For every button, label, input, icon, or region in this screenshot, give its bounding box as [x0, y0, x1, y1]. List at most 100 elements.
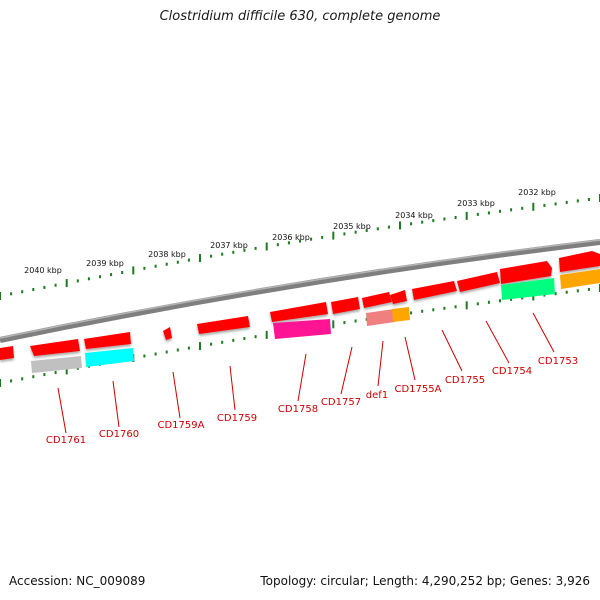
minor-tick: [421, 309, 424, 313]
cog-box[interactable]: [273, 319, 331, 339]
major-tick: [0, 379, 1, 387]
minor-tick: [343, 321, 346, 325]
gene-arrow[interactable]: [457, 272, 500, 292]
gene-arrow[interactable]: [559, 251, 600, 272]
minor-tick: [254, 246, 257, 250]
minor-tick: [76, 279, 79, 283]
gene-arrow[interactable]: [0, 346, 14, 360]
gene-labels: CD1753 CD1754 CD1755 CD1755A def1 CD1757…: [46, 356, 578, 446]
cog-box[interactable]: [501, 278, 555, 300]
gene-label[interactable]: CD1759: [217, 413, 257, 424]
minor-tick: [587, 287, 590, 291]
minor-tick: [365, 229, 368, 232]
minor-tick: [354, 230, 357, 234]
gene-arrow[interactable]: [197, 316, 250, 334]
minor-tick: [187, 258, 190, 262]
gene-arrow[interactable]: [362, 292, 392, 308]
minor-tick: [299, 239, 301, 243]
minor-tick: [487, 300, 490, 304]
minor-tick: [243, 337, 246, 340]
minor-tick: [410, 222, 413, 226]
minor-tick: [54, 283, 57, 287]
cog-track: [31, 269, 600, 373]
gene-arrow[interactable]: [84, 332, 131, 349]
scale-label-2036: 2036 kbp: [272, 233, 310, 242]
cog-box[interactable]: [392, 307, 410, 322]
major-tick: [399, 221, 401, 230]
minor-tick: [10, 379, 13, 383]
major-tick: [199, 254, 201, 263]
gene-arrow[interactable]: [500, 261, 552, 284]
gene-arrow[interactable]: [331, 297, 360, 314]
minor-tick: [376, 227, 379, 231]
label-leader-lines: [57, 312, 555, 434]
gene-arrow[interactable]: [163, 327, 172, 340]
gene-label[interactable]: CD1761: [46, 435, 86, 446]
minor-tick: [154, 352, 157, 356]
major-tick: [532, 292, 535, 301]
minor-tick: [54, 371, 57, 374]
minor-tick: [487, 211, 490, 215]
major-tick: [132, 266, 135, 275]
minor-tick: [499, 209, 501, 213]
gene-label[interactable]: def1: [366, 390, 388, 401]
minor-tick: [143, 266, 146, 270]
scale-label-2038: 2038 kbp: [148, 250, 186, 259]
gene-label[interactable]: CD1759A: [158, 420, 205, 431]
gene-arrow[interactable]: [270, 302, 328, 322]
minor-tick: [499, 299, 501, 303]
minor-tick: [565, 200, 568, 204]
cog-box[interactable]: [366, 309, 395, 326]
minor-tick: [165, 350, 168, 354]
minor-tick: [32, 288, 35, 291]
minor-tick: [443, 306, 446, 310]
minor-tick: [410, 311, 413, 315]
minor-tick: [576, 199, 579, 203]
gene-arrow[interactable]: [390, 290, 407, 304]
minor-tick: [287, 241, 290, 245]
minor-tick: [354, 319, 357, 323]
minor-tick: [554, 292, 557, 296]
gene-track-forward: [0, 251, 600, 360]
genome-backbone: [0, 239, 600, 343]
minor-tick: [221, 340, 224, 344]
gene-label[interactable]: CD1755: [445, 375, 485, 386]
minor-tick: [187, 346, 190, 350]
minor-tick: [210, 254, 213, 258]
scale-label-2033: 2033 kbp: [457, 199, 495, 208]
gene-label[interactable]: CD1753: [538, 356, 578, 367]
scale-label-2034: 2034 kbp: [395, 211, 433, 220]
gene-arrow[interactable]: [412, 281, 457, 300]
minor-tick: [87, 277, 90, 281]
minor-tick: [143, 354, 146, 358]
minor-tick: [154, 264, 157, 268]
cog-box[interactable]: [560, 269, 600, 289]
cog-box[interactable]: [31, 356, 82, 373]
gene-label[interactable]: CD1757: [321, 397, 361, 408]
scale-label-2035: 2035 kbp: [333, 222, 371, 231]
gene-label[interactable]: CD1754: [492, 366, 532, 377]
scale-label-2039: 2039 kbp: [86, 259, 124, 268]
minor-tick: [554, 202, 557, 206]
minor-tick: [432, 219, 435, 223]
minor-tick: [321, 235, 324, 239]
scale-label-2032: 2032 kbp: [518, 188, 556, 197]
minor-tick: [521, 206, 524, 210]
accession-text: Accession: NC_009089: [9, 574, 146, 588]
gene-label[interactable]: CD1755A: [395, 384, 442, 395]
gene-arrow[interactable]: [30, 339, 80, 356]
genome-summary-text: Topology: circular; Length: 4,290,252 bp…: [260, 574, 590, 588]
minor-tick: [165, 262, 168, 266]
minor-tick: [110, 273, 113, 277]
minor-tick: [176, 260, 179, 264]
gene-label[interactable]: CD1758: [278, 404, 318, 415]
major-tick: [265, 330, 268, 339]
major-tick: [65, 366, 68, 375]
minor-tick: [521, 296, 524, 300]
gene-label[interactable]: CD1760: [99, 429, 139, 440]
cog-box[interactable]: [85, 348, 134, 367]
map-title: Clostridium difficile 630, complete geno…: [159, 9, 441, 24]
minor-tick: [176, 348, 179, 352]
minor-tick: [587, 198, 590, 201]
